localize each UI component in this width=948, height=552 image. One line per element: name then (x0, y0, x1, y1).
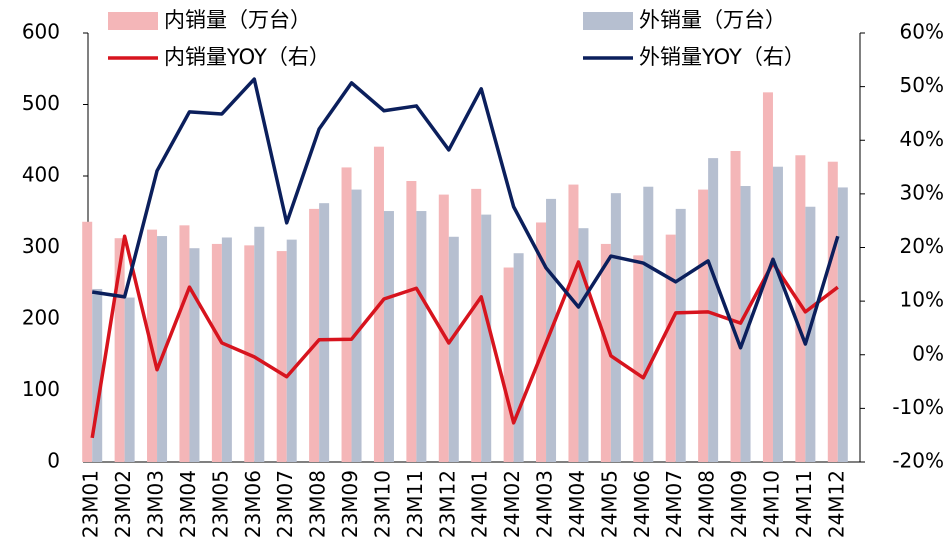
bar (383, 211, 394, 462)
bar (157, 236, 168, 462)
bar (319, 203, 330, 463)
bar (740, 186, 751, 462)
bar (503, 267, 514, 462)
x-tick-label: 23M06 (241, 470, 265, 538)
bar (124, 297, 135, 462)
bar (730, 150, 741, 462)
x-tick-label: 24M02 (500, 470, 524, 538)
bar (665, 234, 676, 462)
y2-tick-label: 50% (900, 73, 944, 97)
bar (513, 253, 524, 462)
line (90, 234, 839, 439)
bar (481, 214, 492, 462)
y2-tick-label: -10% (892, 395, 944, 419)
y2-tick-label: 10% (900, 288, 944, 312)
bar (471, 188, 482, 462)
bar (827, 161, 838, 462)
bar (211, 243, 222, 462)
x-tick-label: 24M10 (759, 470, 783, 538)
bar (341, 167, 352, 463)
line (91, 77, 840, 350)
y2-tick-label: 20% (900, 234, 944, 258)
legend-label: 内销量YOY（右） (164, 45, 330, 69)
x-tick-label: 23M03 (144, 470, 168, 538)
legend-label: 外销量（万台） (639, 8, 786, 32)
y-tick-label: 600 (22, 20, 60, 44)
legend-swatch (583, 12, 633, 30)
bar (675, 208, 686, 462)
bar (837, 187, 848, 462)
x-tick-label: 24M12 (824, 470, 848, 538)
bar (92, 288, 103, 462)
bar (416, 211, 427, 462)
bar (643, 186, 654, 462)
y2-tick-label: 0% (912, 341, 944, 365)
bar (610, 193, 621, 462)
bar (406, 181, 417, 462)
bar (568, 184, 579, 462)
y-tick-label: 0 (47, 449, 60, 473)
legend-label: 外销量YOY（右） (639, 45, 805, 69)
x-tick-label: 23M10 (370, 470, 394, 538)
bar (221, 237, 232, 462)
bar (276, 251, 287, 462)
y-tick-label: 100 (22, 377, 60, 401)
y-tick-label: 300 (22, 234, 60, 258)
bar (189, 248, 200, 462)
x-tick-label: 24M01 (468, 470, 492, 538)
y2-tick-label: 40% (900, 127, 944, 151)
bar (795, 155, 806, 462)
x-tick-label: 23M11 (403, 470, 427, 538)
bar (179, 225, 190, 462)
x-tick-label: 24M11 (792, 470, 816, 538)
x-tick-label: 23M01 (79, 470, 103, 538)
bar (286, 239, 297, 462)
bar (438, 194, 449, 462)
x-tick-label: 23M05 (208, 470, 232, 538)
x-tick-label: 24M05 (597, 470, 621, 538)
y-tick-label: 400 (22, 163, 60, 187)
x-tick-label: 23M08 (306, 470, 330, 538)
y-tick-label: 500 (22, 91, 60, 115)
y2-tick-label: 60% (900, 20, 944, 44)
bar (698, 189, 709, 462)
x-tick-label: 24M06 (630, 470, 654, 538)
bar (309, 208, 320, 462)
x-tick-label: 23M09 (338, 470, 362, 538)
bar (633, 255, 644, 462)
bar (805, 206, 816, 462)
bar (82, 221, 93, 462)
bar (114, 238, 125, 462)
bar (772, 166, 783, 462)
bar (351, 189, 362, 462)
x-tick-label: 23M04 (176, 470, 200, 538)
x-tick-label: 24M07 (662, 470, 686, 538)
legend-swatch (108, 12, 158, 30)
x-tick-label: 24M03 (533, 470, 557, 538)
bar (708, 158, 719, 462)
legend-label: 内销量（万台） (164, 8, 311, 32)
y-tick-label: 200 (22, 306, 60, 330)
x-tick-label: 23M12 (435, 470, 459, 538)
bar (578, 228, 589, 462)
bar (448, 236, 459, 462)
x-tick-label: 24M08 (695, 470, 719, 538)
x-tick-label: 24M04 (565, 470, 589, 538)
x-tick-label: 23M02 (111, 470, 135, 538)
y2-tick-label: 30% (900, 180, 944, 204)
y2-tick-label: -20% (892, 449, 944, 473)
bar (600, 243, 611, 462)
x-tick-label: 24M09 (727, 470, 751, 538)
x-tick-label: 23M07 (273, 470, 297, 538)
bar (254, 226, 265, 462)
bar (536, 222, 547, 462)
